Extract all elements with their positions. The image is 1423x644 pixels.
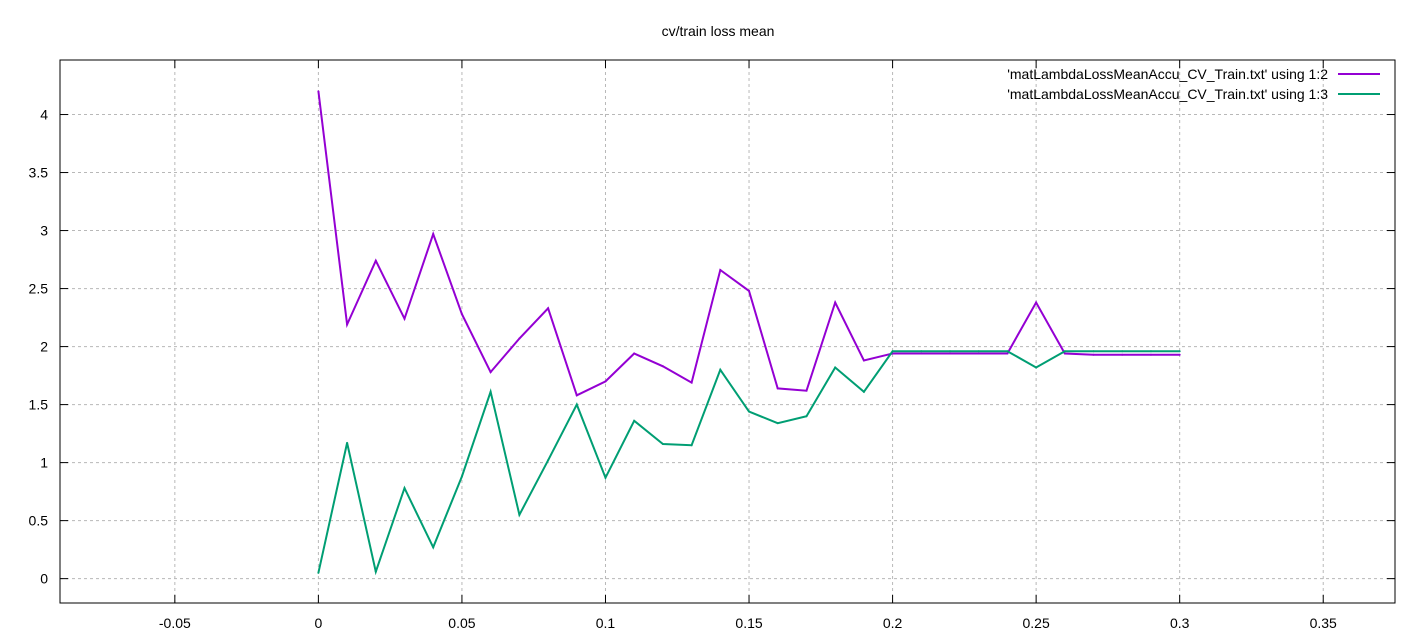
data-point-series-1 bbox=[920, 352, 923, 355]
data-point-series-1 bbox=[403, 317, 406, 320]
x-tick-label: 0.2 bbox=[883, 615, 903, 631]
y-tick-label: 1 bbox=[40, 455, 48, 471]
data-point-series-2 bbox=[949, 350, 951, 353]
y-tick-label: 0 bbox=[40, 571, 48, 587]
data-point-series-2 bbox=[575, 403, 578, 406]
axes: -0.05 0 0.05 0.1 0.15 0.2 0.25 0.3 0.35 0 0.5 1 1.5 2… bbox=[29, 60, 1395, 631]
data-point-series-1 bbox=[977, 352, 980, 355]
data-point-series-2 bbox=[1092, 350, 1095, 353]
data-point-series-1 bbox=[1035, 301, 1038, 304]
data-point-series-1 bbox=[1092, 353, 1095, 356]
data-point-series-2 bbox=[403, 487, 406, 490]
y-tick-label: 1.5 bbox=[29, 397, 49, 413]
data-point-series-1 bbox=[719, 269, 722, 272]
x-tick-label: 0.35 bbox=[1310, 615, 1337, 631]
data-point-series-1 bbox=[776, 387, 779, 390]
data-point-series-1 bbox=[575, 394, 578, 397]
data-point-series-2 bbox=[977, 350, 980, 353]
data-point-series-2 bbox=[891, 350, 894, 353]
data-point-series-1 bbox=[834, 301, 837, 304]
data-point-series-2 bbox=[317, 571, 320, 574]
data-point-series-1 bbox=[748, 289, 751, 292]
plot-border bbox=[59, 59, 1396, 604]
data-point-series-2 bbox=[1178, 350, 1181, 353]
data-point-series-2 bbox=[604, 476, 607, 479]
data-point-series-1 bbox=[518, 337, 521, 340]
legend-label-1: 'matLambdaLossMeanAccu_CV_Train.txt' usi… bbox=[1007, 66, 1328, 82]
data-point-series-1 bbox=[1063, 352, 1066, 355]
data-point-series-1 bbox=[1149, 353, 1152, 356]
legend-label-2: 'matLambdaLossMeanAccu_CV_Train.txt' usi… bbox=[1007, 86, 1328, 102]
data-point-series-2 bbox=[547, 459, 550, 462]
x-tick-label: 0.05 bbox=[448, 615, 475, 631]
data-point-series-2 bbox=[374, 570, 377, 573]
data-point-series-2 bbox=[661, 443, 664, 446]
data-point-series-1 bbox=[547, 307, 550, 310]
x-tick-label: 0 bbox=[314, 615, 322, 631]
legend: 'matLambdaLossMeanAccu_CV_Train.txt' usi… bbox=[1007, 66, 1380, 102]
series-lines bbox=[317, 90, 1181, 576]
y-tick-label: 2 bbox=[40, 339, 48, 355]
y-tick-label: 3.5 bbox=[29, 165, 49, 181]
data-point-series-1 bbox=[862, 359, 865, 362]
data-point-series-1 bbox=[1178, 353, 1181, 356]
data-point-series-2 bbox=[776, 422, 779, 425]
x-tick-label: 0.25 bbox=[1023, 615, 1050, 631]
data-point-series-1 bbox=[489, 371, 492, 374]
data-point-series-2 bbox=[719, 368, 722, 371]
data-point-series-1 bbox=[460, 313, 463, 316]
data-point-series-2 bbox=[1121, 350, 1124, 353]
x-tick-label: -0.05 bbox=[159, 615, 191, 631]
chart-title: cv/train loss mean bbox=[662, 23, 775, 39]
data-point-series-2 bbox=[690, 444, 693, 447]
data-point-series-2 bbox=[518, 513, 521, 516]
data-point-series-1 bbox=[374, 259, 377, 262]
data-point-series-1 bbox=[432, 233, 435, 236]
data-point-series-2 bbox=[834, 366, 837, 369]
y-tick-label: 0.5 bbox=[29, 513, 49, 529]
y-tick-label: 3 bbox=[40, 223, 48, 239]
data-point-series-1 bbox=[633, 352, 636, 355]
data-point-series-1 bbox=[1121, 353, 1124, 356]
data-point-series-1 bbox=[604, 380, 607, 383]
data-point-series-2 bbox=[346, 441, 349, 444]
data-point-series-2 bbox=[862, 390, 865, 393]
y-tick-label: 2.5 bbox=[29, 281, 49, 297]
data-point-series-1 bbox=[949, 352, 951, 355]
grid bbox=[60, 60, 1395, 603]
data-point-series-1 bbox=[1006, 352, 1009, 355]
x-tick-label: 0.15 bbox=[735, 615, 762, 631]
data-point-series-2 bbox=[1063, 350, 1066, 353]
data-point-series-2 bbox=[805, 415, 808, 418]
data-point-series-2 bbox=[633, 419, 636, 422]
data-point-series-2 bbox=[1035, 366, 1038, 369]
y-tick-label: 4 bbox=[40, 107, 48, 123]
data-point-series-2 bbox=[920, 350, 923, 353]
data-point-series-1 bbox=[317, 90, 320, 93]
x-tick-label: 0.1 bbox=[596, 615, 616, 631]
data-point-series-2 bbox=[1006, 350, 1009, 353]
data-point-series-2 bbox=[1149, 350, 1152, 353]
data-point-series-2 bbox=[489, 390, 492, 393]
data-point-series-1 bbox=[346, 323, 349, 326]
data-point-series-1 bbox=[690, 381, 693, 384]
data-point-series-1 bbox=[661, 365, 664, 368]
data-point-series-2 bbox=[460, 475, 463, 478]
data-point-series-1 bbox=[805, 389, 808, 392]
data-point-series-2 bbox=[748, 410, 751, 413]
x-tick-label: 0.3 bbox=[1170, 615, 1190, 631]
data-point-series-2 bbox=[432, 546, 435, 549]
